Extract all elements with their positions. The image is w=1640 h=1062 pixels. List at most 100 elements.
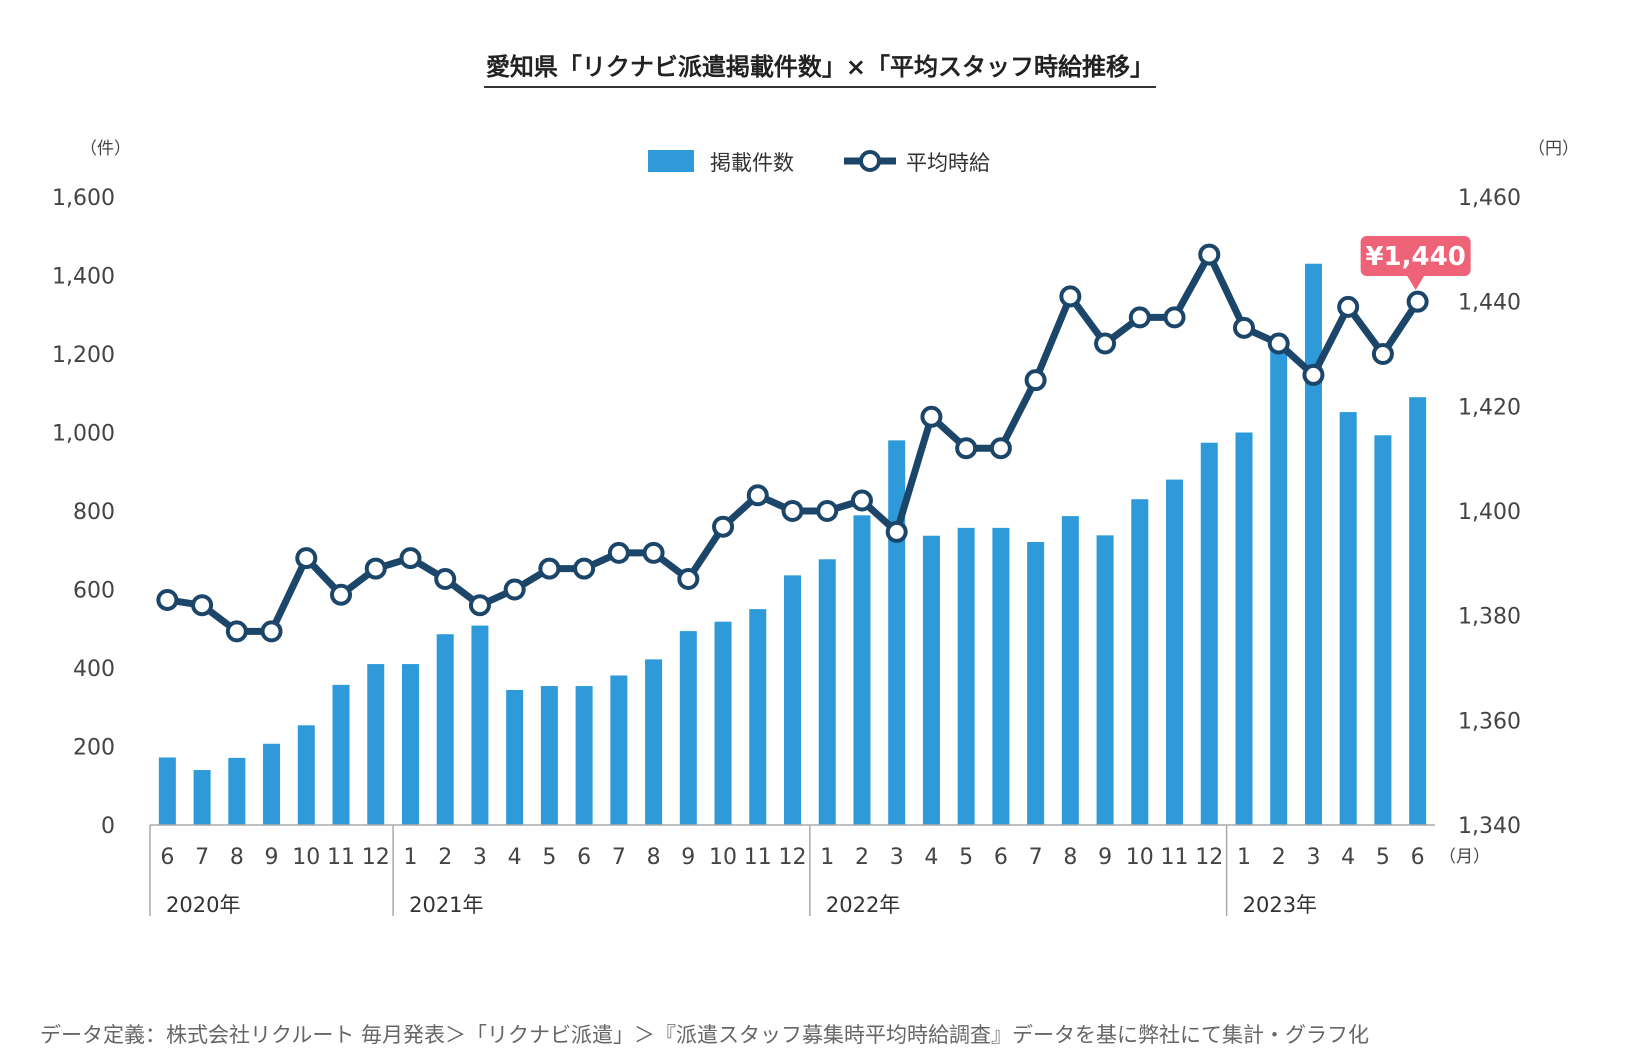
x-tick-label: 12 bbox=[779, 845, 807, 870]
wage-point bbox=[885, 520, 908, 543]
bar bbox=[957, 527, 975, 825]
wage-point bbox=[955, 437, 978, 460]
bar bbox=[332, 684, 350, 825]
wage-point bbox=[1128, 306, 1151, 329]
wage-point bbox=[1094, 332, 1117, 355]
x-tick-label: 3 bbox=[890, 845, 904, 870]
x-tick-label: 3 bbox=[1306, 845, 1320, 870]
x-tick-label: 1 bbox=[820, 845, 834, 870]
bar bbox=[922, 535, 940, 825]
right-axis-unit: （円） bbox=[1528, 139, 1579, 159]
wage-point bbox=[468, 594, 491, 617]
right-tick-label: 1,380 bbox=[1458, 605, 1521, 630]
left-tick-label: 1,200 bbox=[52, 343, 115, 368]
wage-point bbox=[1406, 290, 1429, 313]
wage-point bbox=[920, 405, 943, 428]
right-tick-label: 1,440 bbox=[1458, 291, 1521, 316]
bar bbox=[853, 515, 871, 825]
right-tick-label: 1,400 bbox=[1458, 500, 1521, 525]
x-tick-label: 8 bbox=[230, 845, 244, 870]
bar bbox=[1235, 432, 1253, 825]
wage-point bbox=[503, 578, 526, 601]
bar bbox=[610, 675, 628, 825]
x-tick-label: 9 bbox=[1098, 845, 1112, 870]
bar bbox=[1409, 397, 1427, 825]
left-axis-ticks: 0 200 400 600 800 1,000 1,200 1,400 1,600 bbox=[52, 186, 115, 839]
wage-point bbox=[1371, 343, 1394, 365]
left-tick-label: 800 bbox=[73, 500, 115, 525]
chart-title: 愛知県「リクナビ派遣掲載件数」×「平均スタッフ時給推移」 bbox=[486, 53, 1154, 81]
line-series bbox=[156, 243, 1429, 643]
bar bbox=[1339, 412, 1357, 825]
left-tick-label: 0 bbox=[101, 814, 115, 839]
wage-point bbox=[191, 594, 214, 617]
x-tick-label: 2 bbox=[1272, 845, 1286, 870]
wage-point bbox=[573, 557, 596, 580]
bar bbox=[645, 659, 663, 825]
x-tick-label: 11 bbox=[1161, 845, 1189, 870]
x-tick-label: 10 bbox=[709, 845, 737, 870]
left-tick-label: 1,600 bbox=[52, 186, 115, 211]
axis-lines bbox=[149, 824, 1435, 916]
bar bbox=[714, 621, 732, 825]
bar bbox=[297, 725, 315, 825]
wage-point bbox=[746, 484, 769, 507]
left-tick-label: 1,000 bbox=[52, 422, 115, 447]
wage-point bbox=[156, 588, 179, 611]
wage-point bbox=[1024, 369, 1047, 392]
year-labels: 2020年 2021年 2022年 2023年 bbox=[166, 893, 1317, 917]
legend-line-label: 平均時給 bbox=[906, 151, 990, 175]
x-axis-unit: （月） bbox=[1439, 847, 1490, 867]
bar bbox=[749, 609, 767, 825]
wage-point bbox=[538, 557, 561, 580]
x-tick-label: 12 bbox=[1195, 845, 1223, 870]
x-tick-label: 8 bbox=[1063, 845, 1077, 870]
wage-point bbox=[1302, 363, 1325, 386]
x-tick-label: 9 bbox=[265, 845, 279, 870]
wage-point bbox=[434, 568, 457, 591]
wage-point bbox=[1267, 332, 1290, 355]
wage-point bbox=[260, 620, 283, 643]
bar bbox=[1131, 499, 1149, 825]
footnote: データ定義：株式会社リクルート 毎月発表＞「リクナビ派遣」＞『派遣スタッフ募集時… bbox=[40, 1023, 1370, 1047]
x-tick-label: 9 bbox=[681, 845, 695, 870]
wage-point bbox=[816, 500, 839, 522]
badge-pointer bbox=[1406, 275, 1425, 290]
right-tick-label: 1,460 bbox=[1458, 186, 1521, 211]
x-tick-label: 3 bbox=[473, 845, 487, 870]
x-tick-label: 5 bbox=[959, 845, 973, 870]
wage-point bbox=[295, 547, 318, 570]
bar bbox=[1061, 516, 1079, 825]
wage-point bbox=[607, 541, 630, 564]
wage-point bbox=[781, 500, 804, 522]
wage-point bbox=[642, 541, 665, 564]
year-label: 2021年 bbox=[409, 893, 483, 917]
badge-box bbox=[1360, 236, 1471, 276]
x-tick-label: 4 bbox=[1341, 845, 1355, 870]
x-tick-label: 7 bbox=[612, 845, 626, 870]
x-tick-label: 2 bbox=[438, 845, 452, 870]
bar bbox=[1027, 542, 1045, 825]
wage-point bbox=[330, 583, 353, 606]
right-tick-label: 1,420 bbox=[1458, 395, 1521, 420]
x-tick-label: 1 bbox=[403, 845, 417, 870]
bar bbox=[436, 634, 454, 825]
wage-point bbox=[364, 557, 387, 580]
x-tick-label: 6 bbox=[577, 845, 591, 870]
x-tick-label: 4 bbox=[508, 845, 522, 870]
legend: 掲載件数 平均時給 bbox=[648, 150, 990, 175]
wage-point bbox=[1232, 316, 1255, 339]
left-tick-label: 200 bbox=[73, 736, 115, 761]
x-tick-label: 7 bbox=[1029, 845, 1043, 870]
bar bbox=[263, 743, 281, 825]
x-tick-label: 11 bbox=[744, 845, 772, 870]
wage-point bbox=[712, 515, 735, 538]
x-tick-label: 10 bbox=[1126, 845, 1154, 870]
year-label: 2020年 bbox=[166, 893, 240, 917]
bar bbox=[679, 631, 697, 825]
x-tick-label: 8 bbox=[647, 845, 661, 870]
wage-point bbox=[225, 620, 248, 643]
right-axis-ticks: 1,340 1,360 1,380 1,400 1,420 1,440 1,460 bbox=[1458, 186, 1521, 839]
wage-line bbox=[166, 251, 1421, 635]
